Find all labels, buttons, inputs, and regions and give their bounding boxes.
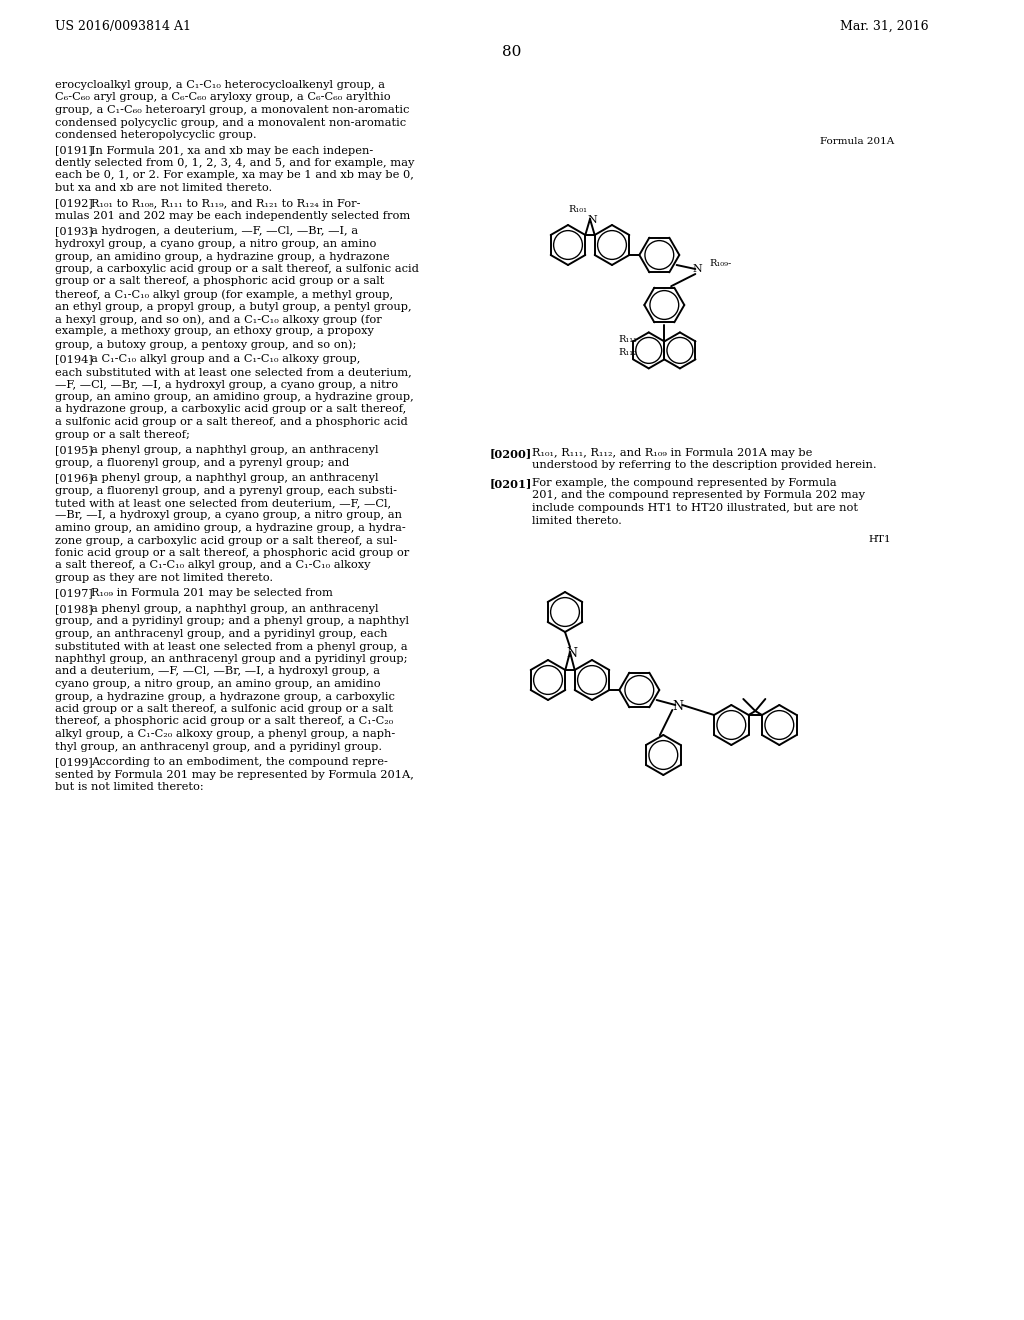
Text: a sulfonic acid group or a salt thereof, and a phosphoric acid: a sulfonic acid group or a salt thereof,… <box>55 417 408 426</box>
Text: naphthyl group, an anthracenyl group and a pyridinyl group;: naphthyl group, an anthracenyl group and… <box>55 653 408 664</box>
Text: but is not limited thereto:: but is not limited thereto: <box>55 781 204 792</box>
Text: group, a butoxy group, a pentoxy group, and so on);: group, a butoxy group, a pentoxy group, … <box>55 339 356 350</box>
Text: amino group, an amidino group, a hydrazine group, a hydra-: amino group, an amidino group, a hydrazi… <box>55 523 406 533</box>
Text: Mar. 31, 2016: Mar. 31, 2016 <box>840 20 929 33</box>
Text: [0200]: [0200] <box>490 447 532 459</box>
Text: R₁₀₁: R₁₀₁ <box>568 205 587 214</box>
Text: dently selected from 0, 1, 2, 3, 4, and 5, and for example, may: dently selected from 0, 1, 2, 3, 4, and … <box>55 158 415 168</box>
Text: N: N <box>587 215 597 224</box>
Text: sented by Formula 201 may be represented by Formula 201A,: sented by Formula 201 may be represented… <box>55 770 414 780</box>
Text: [0191]: [0191] <box>55 145 93 156</box>
Text: R₁₀₁ to R₁₀₈, R₁₁₁ to R₁₁₉, and R₁₂₁ to R₁₂₄ in For-: R₁₀₁ to R₁₀₈, R₁₁₁ to R₁₁₉, and R₁₂₁ to … <box>91 198 360 209</box>
Text: R₁₀₉-: R₁₀₉- <box>710 259 731 268</box>
Text: mulas 201 and 202 may be each independently selected from: mulas 201 and 202 may be each independen… <box>55 211 411 220</box>
Text: thereof, a C₁-C₁₀ alkyl group (for example, a methyl group,: thereof, a C₁-C₁₀ alkyl group (for examp… <box>55 289 393 300</box>
Text: group, and a pyridinyl group; and a phenyl group, a naphthyl: group, and a pyridinyl group; and a phen… <box>55 616 409 627</box>
Text: hydroxyl group, a cyano group, a nitro group, an amino: hydroxyl group, a cyano group, a nitro g… <box>55 239 377 249</box>
Text: Formula 201A: Formula 201A <box>820 137 894 147</box>
Text: C₆-C₆₀ aryl group, a C₆-C₆₀ aryloxy group, a C₆-C₆₀ arylthio: C₆-C₆₀ aryl group, a C₆-C₆₀ aryloxy grou… <box>55 92 390 103</box>
Text: [0196]: [0196] <box>55 473 93 483</box>
Text: fonic acid group or a salt thereof, a phosphoric acid group or: fonic acid group or a salt thereof, a ph… <box>55 548 410 558</box>
Text: —Br, —I, a hydroxyl group, a cyano group, a nitro group, an: —Br, —I, a hydroxyl group, a cyano group… <box>55 511 402 520</box>
Text: [0198]: [0198] <box>55 605 93 614</box>
Text: condensed heteropolycyclic group.: condensed heteropolycyclic group. <box>55 129 257 140</box>
Text: group or a salt thereof;: group or a salt thereof; <box>55 429 189 440</box>
Text: an ethyl group, a propyl group, a butyl group, a pentyl group,: an ethyl group, a propyl group, a butyl … <box>55 301 412 312</box>
Text: US 2016/0093814 A1: US 2016/0093814 A1 <box>55 20 191 33</box>
Text: a phenyl group, a naphthyl group, an anthracenyl: a phenyl group, a naphthyl group, an ant… <box>91 445 379 455</box>
Text: and a deuterium, —F, —Cl, —Br, —I, a hydroxyl group, a: and a deuterium, —F, —Cl, —Br, —I, a hyd… <box>55 667 380 676</box>
Text: group, a hydrazine group, a hydrazone group, a carboxylic: group, a hydrazine group, a hydrazone gr… <box>55 692 395 701</box>
Text: alkyl group, a C₁-C₂₀ alkoxy group, a phenyl group, a naph-: alkyl group, a C₁-C₂₀ alkoxy group, a ph… <box>55 729 395 739</box>
Text: substituted with at least one selected from a phenyl group, a: substituted with at least one selected f… <box>55 642 408 652</box>
Text: 201, and the compound represented by Formula 202 may: 201, and the compound represented by For… <box>532 491 865 500</box>
Text: group, an amino group, an amidino group, a hydrazine group,: group, an amino group, an amidino group,… <box>55 392 414 403</box>
Text: zone group, a carboxylic acid group or a salt thereof, a sul-: zone group, a carboxylic acid group or a… <box>55 536 397 545</box>
Text: R₁₁₁: R₁₁₁ <box>618 335 637 345</box>
Text: group, a carboxylic acid group or a salt thereof, a sulfonic acid: group, a carboxylic acid group or a salt… <box>55 264 419 275</box>
Text: [0192]: [0192] <box>55 198 93 209</box>
Text: group or a salt thereof, a phosphoric acid group or a salt: group or a salt thereof, a phosphoric ac… <box>55 276 384 286</box>
Text: N: N <box>692 264 702 275</box>
Text: erocycloalkyl group, a C₁-C₁₀ heterocycloalkenyl group, a: erocycloalkyl group, a C₁-C₁₀ heterocycl… <box>55 81 385 90</box>
Text: a phenyl group, a naphthyl group, an anthracenyl: a phenyl group, a naphthyl group, an ant… <box>91 605 379 614</box>
Text: [0201]: [0201] <box>490 478 532 488</box>
Text: include compounds HT1 to HT20 illustrated, but are not: include compounds HT1 to HT20 illustrate… <box>532 503 858 513</box>
Text: [0195]: [0195] <box>55 445 93 455</box>
Text: a C₁-C₁₀ alkyl group and a C₁-C₁₀ alkoxy group,: a C₁-C₁₀ alkyl group and a C₁-C₁₀ alkoxy… <box>91 355 360 364</box>
Text: N: N <box>566 647 577 660</box>
Text: HT1: HT1 <box>868 535 891 544</box>
Text: each substituted with at least one selected from a deuterium,: each substituted with at least one selec… <box>55 367 412 378</box>
Text: a hexyl group, and so on), and a C₁-C₁₀ alkoxy group (for: a hexyl group, and so on), and a C₁-C₁₀ … <box>55 314 382 325</box>
Text: group, an amidino group, a hydrazine group, a hydrazone: group, an amidino group, a hydrazine gro… <box>55 252 389 261</box>
Text: group as they are not limited thereto.: group as they are not limited thereto. <box>55 573 273 583</box>
Text: R₁₀₁, R₁₁₁, R₁₁₂, and R₁₀₉ in Formula 201A may be: R₁₀₁, R₁₁₁, R₁₁₂, and R₁₀₉ in Formula 20… <box>532 447 812 458</box>
Text: a hydrazone group, a carboxylic acid group or a salt thereof,: a hydrazone group, a carboxylic acid gro… <box>55 404 407 414</box>
Text: but xa and xb are not limited thereto.: but xa and xb are not limited thereto. <box>55 183 272 193</box>
Text: acid group or a salt thereof, a sulfonic acid group or a salt: acid group or a salt thereof, a sulfonic… <box>55 704 393 714</box>
Text: [0193]: [0193] <box>55 227 93 236</box>
Text: a hydrogen, a deuterium, —F, —Cl, —Br, —I, a: a hydrogen, a deuterium, —F, —Cl, —Br, —… <box>91 227 358 236</box>
Text: In Formula 201, xa and xb may be each indepen-: In Formula 201, xa and xb may be each in… <box>91 145 374 156</box>
Text: For example, the compound represented by Formula: For example, the compound represented by… <box>532 478 837 488</box>
Text: a salt thereof, a C₁-C₁₀ alkyl group, and a C₁-C₁₀ alkoxy: a salt thereof, a C₁-C₁₀ alkyl group, an… <box>55 561 371 570</box>
Text: each be 0, 1, or 2. For example, xa may be 1 and xb may be 0,: each be 0, 1, or 2. For example, xa may … <box>55 170 414 181</box>
Text: example, a methoxy group, an ethoxy group, a propoxy: example, a methoxy group, an ethoxy grou… <box>55 326 374 337</box>
Text: a phenyl group, a naphthyl group, an anthracenyl: a phenyl group, a naphthyl group, an ant… <box>91 473 379 483</box>
Text: group, a C₁-C₆₀ heteroaryl group, a monovalent non-aromatic: group, a C₁-C₆₀ heteroaryl group, a mono… <box>55 106 410 115</box>
Text: [0194]: [0194] <box>55 355 93 364</box>
Text: group, an anthracenyl group, and a pyridinyl group, each: group, an anthracenyl group, and a pyrid… <box>55 630 387 639</box>
Text: According to an embodiment, the compound repre-: According to an embodiment, the compound… <box>91 756 388 767</box>
Text: N: N <box>673 700 683 713</box>
Text: thyl group, an anthracenyl group, and a pyridinyl group.: thyl group, an anthracenyl group, and a … <box>55 742 382 751</box>
Text: cyano group, a nitro group, an amino group, an amidino: cyano group, a nitro group, an amino gro… <box>55 678 381 689</box>
Text: group, a fluorenyl group, and a pyrenyl group; and: group, a fluorenyl group, and a pyrenyl … <box>55 458 349 467</box>
Text: understood by referring to the description provided herein.: understood by referring to the descripti… <box>532 461 877 470</box>
Text: limited thereto.: limited thereto. <box>532 516 622 525</box>
Text: [0199]: [0199] <box>55 756 93 767</box>
Text: R₁₀₉ in Formula 201 may be selected from: R₁₀₉ in Formula 201 may be selected from <box>91 589 333 598</box>
Text: group, a fluorenyl group, and a pyrenyl group, each substi-: group, a fluorenyl group, and a pyrenyl … <box>55 486 397 495</box>
Text: condensed polycyclic group, and a monovalent non-aromatic: condensed polycyclic group, and a monova… <box>55 117 407 128</box>
Text: 80: 80 <box>503 45 521 59</box>
Text: tuted with at least one selected from deuterium, —F, —Cl,: tuted with at least one selected from de… <box>55 498 391 508</box>
Text: R₁₁₂: R₁₁₂ <box>618 348 637 356</box>
Text: [0197]: [0197] <box>55 589 93 598</box>
Text: —F, —Cl, —Br, —I, a hydroxyl group, a cyano group, a nitro: —F, —Cl, —Br, —I, a hydroxyl group, a cy… <box>55 380 398 389</box>
Text: thereof, a phosphoric acid group or a salt thereof, a C₁-C₂₀: thereof, a phosphoric acid group or a sa… <box>55 717 393 726</box>
